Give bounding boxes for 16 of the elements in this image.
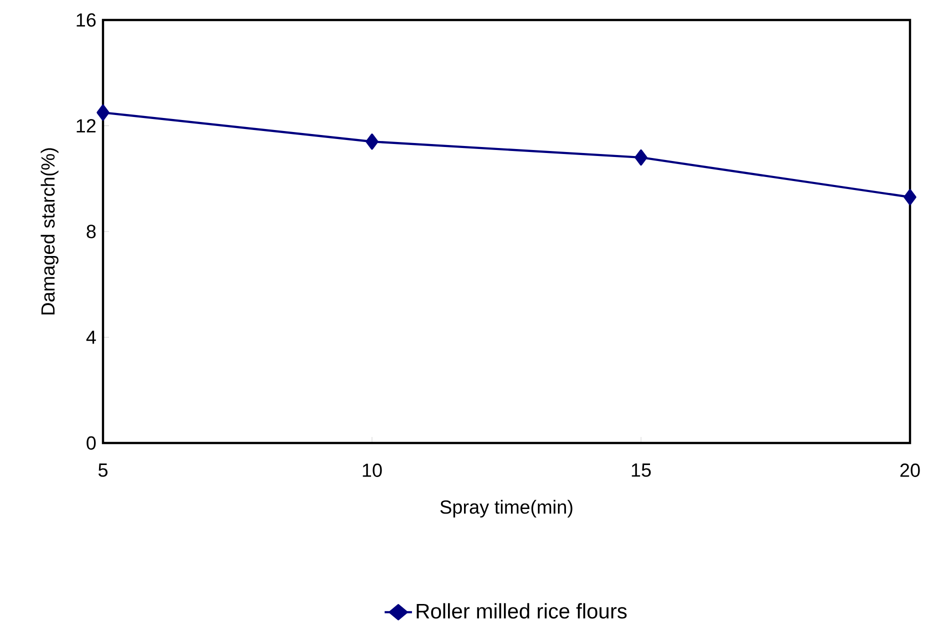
- y-tick-label: 12: [76, 119, 96, 132]
- point: [634, 149, 648, 166]
- x-tick-label: 5: [98, 464, 108, 477]
- y-tick-label: 16: [76, 13, 96, 27]
- y-tick-label: 8: [86, 224, 96, 238]
- point: [96, 104, 110, 121]
- point: [366, 134, 378, 150]
- x-tick-label: 10: [362, 464, 382, 477]
- legend-label: Roller milled rice flours: [416, 603, 627, 619]
- x-tick-label: 20: [900, 464, 920, 477]
- y-axis-title: Damaged starch(%): [40, 148, 58, 314]
- y-tick-label: 4: [86, 330, 96, 344]
- point: [904, 189, 916, 206]
- x-tick-label: 15: [632, 464, 651, 477]
- y-tick-label: 0: [86, 436, 96, 450]
- x-axis-title: Spray time(min): [440, 500, 572, 518]
